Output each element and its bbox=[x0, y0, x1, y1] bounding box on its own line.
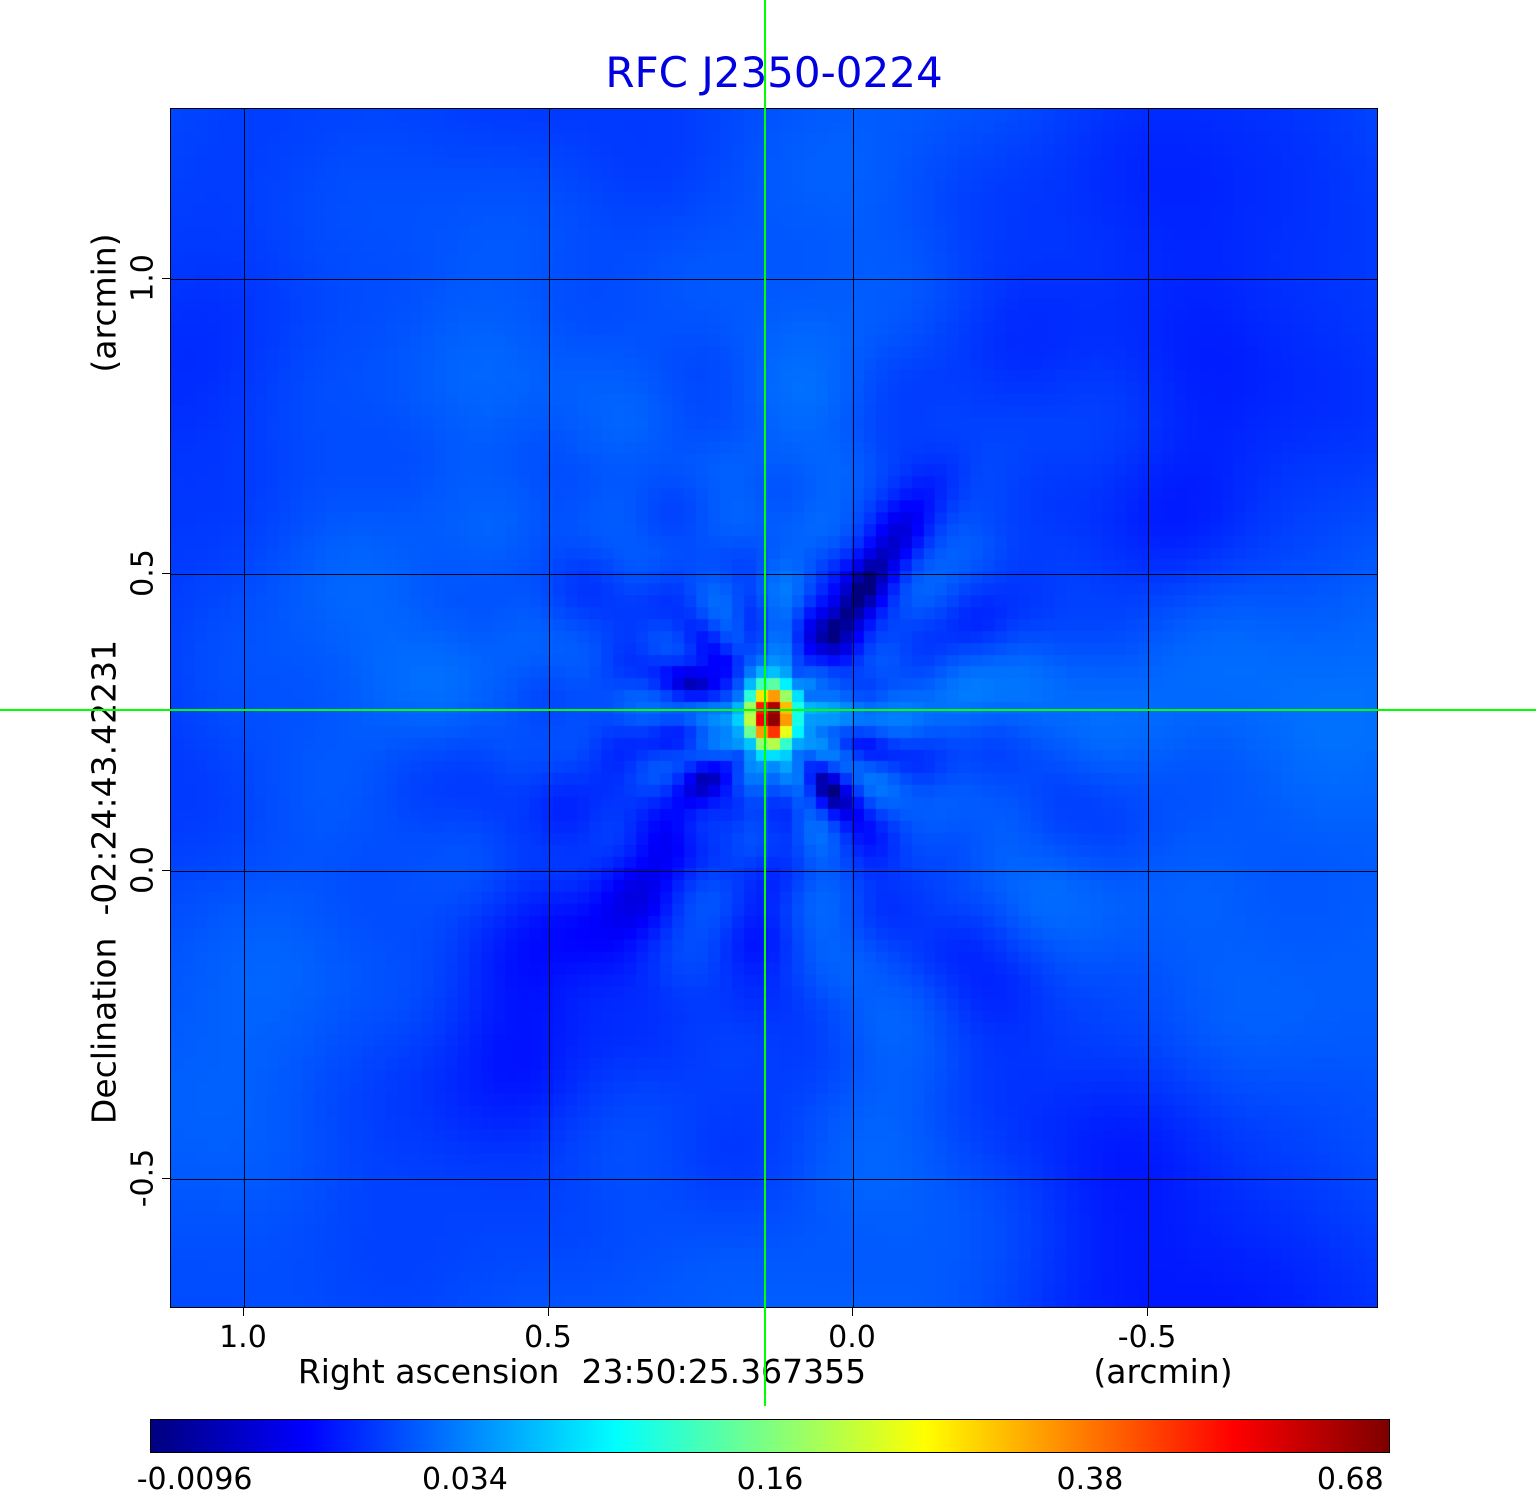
colorbar-gradient-canvas bbox=[151, 1420, 1389, 1452]
crosshair-horizontal-line bbox=[0, 709, 1536, 712]
gridline-horizontal bbox=[171, 279, 1377, 281]
gridline-vertical bbox=[1148, 109, 1150, 1307]
x-axis-label-text: Right ascension bbox=[297, 1352, 560, 1391]
y-axis-tick bbox=[162, 278, 170, 280]
y-axis-tick bbox=[162, 870, 170, 871]
y-axis-tick bbox=[162, 573, 170, 574]
gridline-horizontal bbox=[171, 871, 1377, 872]
gridline-vertical bbox=[853, 109, 855, 1307]
y-axis-unit: (arcmin) bbox=[84, 233, 124, 373]
gridline-horizontal bbox=[171, 1179, 1377, 1181]
y-tick-label: -0.5 bbox=[125, 1148, 161, 1208]
map-plot bbox=[170, 108, 1378, 1308]
x-axis-label: Right ascension 23:50:25.367355 bbox=[298, 1352, 866, 1391]
y-axis-tick bbox=[162, 1178, 170, 1180]
y-axis-label-text: Declination bbox=[84, 937, 124, 1125]
gridline-horizontal bbox=[171, 574, 1377, 575]
y-axis-label-value: -02:24:43.42231 bbox=[84, 639, 124, 916]
y-tick-label: 1.0 bbox=[125, 254, 161, 302]
radio-map-canvas bbox=[171, 109, 1377, 1307]
x-tick-label: 1.0 bbox=[219, 1320, 267, 1355]
x-axis-tick bbox=[242, 1308, 244, 1316]
crosshair-vertical-line bbox=[764, 0, 767, 1406]
x-axis-tick bbox=[852, 1308, 854, 1316]
x-axis-tick bbox=[547, 1308, 549, 1316]
x-axis-unit: (arcmin) bbox=[1093, 1352, 1233, 1391]
colorbar bbox=[150, 1419, 1390, 1453]
gridline-vertical bbox=[243, 109, 245, 1307]
plot-title: RFC J2350-0224 bbox=[605, 48, 943, 97]
x-axis-tick bbox=[1147, 1308, 1149, 1316]
gridline-vertical bbox=[548, 109, 550, 1307]
x-axis-label-value: 23:50:25.367355 bbox=[581, 1352, 867, 1391]
y-axis-label: Declination -02:24:43.42231 bbox=[85, 640, 124, 1124]
y-tick-label: 0.0 bbox=[125, 846, 161, 894]
colorbar-tick-label: -0.0096 bbox=[136, 1462, 253, 1497]
colorbar-tick-label: 0.16 bbox=[736, 1462, 804, 1497]
x-tick-label: 0.0 bbox=[828, 1320, 876, 1355]
x-tick-label: 0.5 bbox=[524, 1320, 572, 1355]
x-tick-label: -0.5 bbox=[1117, 1320, 1177, 1355]
colorbar-tick-label: 0.68 bbox=[1316, 1462, 1384, 1497]
colorbar-tick-label: 0.034 bbox=[422, 1462, 508, 1497]
y-tick-label: 0.5 bbox=[125, 549, 161, 597]
colorbar-tick-label: 0.38 bbox=[1056, 1462, 1124, 1497]
